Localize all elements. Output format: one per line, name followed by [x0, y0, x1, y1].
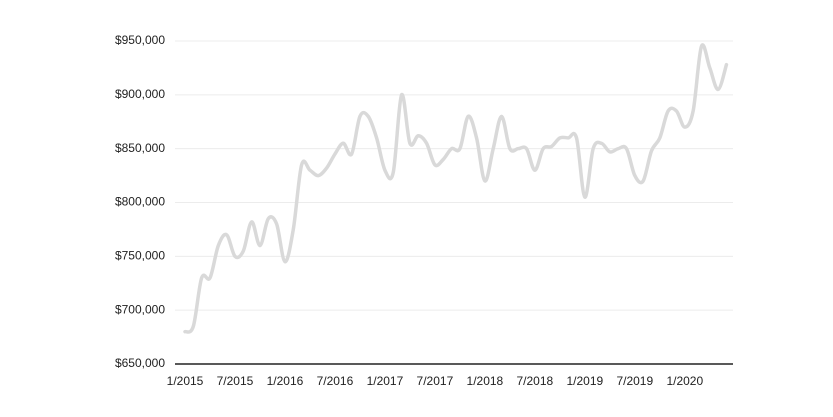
- y-tick-label: $800,000: [115, 195, 165, 209]
- line-series: [183, 43, 729, 334]
- x-tick-label: 1/2018: [467, 374, 504, 388]
- x-tick-label: 7/2017: [417, 374, 454, 388]
- y-tick-label: $850,000: [115, 141, 165, 155]
- y-tick-label: $750,000: [115, 249, 165, 263]
- y-tick-label: $650,000: [115, 356, 165, 370]
- y-tick-label: $700,000: [115, 302, 165, 316]
- x-tick-label: 1/2019: [566, 374, 603, 388]
- y-tick-label: $900,000: [115, 87, 165, 101]
- x-tick-label: 1/2020: [666, 374, 703, 388]
- x-tick-label: 7/2018: [517, 374, 554, 388]
- x-tick-label: 1/2015: [167, 374, 204, 388]
- x-tick-label: 1/2017: [367, 374, 404, 388]
- x-tick-label: 7/2015: [217, 374, 254, 388]
- x-tick-label: 1/2016: [267, 374, 304, 388]
- x-tick-label: 7/2019: [616, 374, 653, 388]
- y-tick-label: $950,000: [115, 33, 165, 47]
- x-tick-label: 7/2016: [317, 374, 354, 388]
